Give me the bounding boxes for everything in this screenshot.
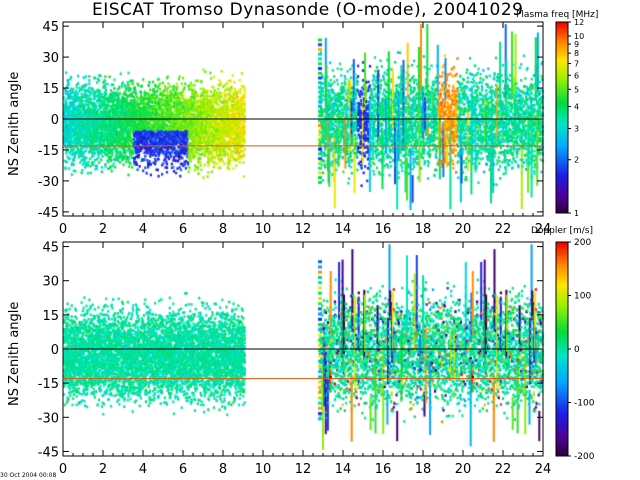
- x-tick-label: 22: [495, 222, 512, 237]
- y-tick-label: 15: [42, 309, 59, 324]
- x-tick-label: 12: [295, 462, 312, 477]
- y-tick-label: 0: [51, 113, 59, 128]
- colorbar-tick-label: 5: [574, 85, 579, 94]
- y-tick-label: -15: [38, 377, 59, 392]
- x-tick-label: 2: [99, 462, 107, 477]
- colorbar-tick-label: 1: [574, 209, 579, 218]
- y-tick-label: 30: [42, 51, 59, 66]
- x-tick-label: 20: [455, 222, 472, 237]
- colorbar-title-bottom: Doppler [m/s]: [531, 226, 593, 236]
- x-tick-label: 18: [415, 462, 432, 477]
- colorbar-tick-label: 12: [574, 18, 584, 27]
- colorbar-tick-label: 8: [574, 49, 579, 58]
- colorbar-tick-label: 2: [574, 156, 579, 165]
- y-tick-label: -30: [38, 411, 59, 426]
- x-tick-label: 16: [375, 222, 392, 237]
- x-tick-label: 8: [219, 222, 227, 237]
- x-tick-label: 6: [179, 462, 187, 477]
- x-tick-label: 16: [375, 462, 392, 477]
- colorbar-tick-label: 4: [574, 102, 579, 111]
- timestamp: 30 Oct 2004 00:08: [0, 472, 57, 479]
- colorbar-frame: [555, 241, 569, 457]
- y-tick-label: -30: [38, 175, 59, 190]
- y-tick-label: 15: [42, 82, 59, 97]
- colorbar-tick-label: -200: [574, 452, 595, 462]
- x-tick-label: 0: [59, 222, 67, 237]
- x-tick-label: 4: [139, 222, 147, 237]
- y-tick-label: 0: [51, 343, 59, 358]
- colorbar-tick-label: 0: [574, 345, 580, 355]
- x-tick-label: 2: [99, 222, 107, 237]
- x-tick-label: 0: [59, 462, 67, 477]
- colorbar-tick-label: 9: [574, 40, 579, 49]
- x-tick-label: 10: [255, 462, 272, 477]
- y-tick-label: 45: [42, 241, 59, 256]
- x-tick-label: 10: [255, 222, 272, 237]
- x-tick-label: 20: [455, 462, 472, 477]
- colorbar-tick-label: 200: [574, 238, 591, 248]
- colorbar-tick-label: -100: [574, 399, 595, 409]
- chart-title: EISCAT Tromso Dynasonde (O-mode), 200410…: [92, 0, 524, 20]
- x-tick-label: 24: [535, 222, 552, 237]
- y-tick-label: -15: [38, 144, 59, 159]
- colorbar-tick-label: 10: [574, 32, 584, 41]
- x-tick-label: 18: [415, 222, 432, 237]
- x-tick-label: 12: [295, 222, 312, 237]
- y-tick-label: -45: [38, 445, 59, 460]
- x-tick-label: 24: [535, 462, 552, 477]
- x-tick-label: 22: [495, 462, 512, 477]
- x-tick-label: 14: [335, 222, 352, 237]
- y-tick-label: 30: [42, 275, 59, 290]
- colorbar-tick-label: 6: [574, 71, 579, 80]
- x-tick-label: 14: [335, 462, 352, 477]
- x-tick-label: 8: [219, 462, 227, 477]
- y-tick-label: 45: [42, 20, 59, 35]
- x-tick-label: 4: [139, 462, 147, 477]
- colorbar-tick-label: 100: [574, 292, 591, 302]
- colorbar-title-top: Plasma freq [MHz]: [516, 10, 599, 20]
- colorbar-tick-label: 7: [574, 59, 579, 68]
- y-tick-label: -45: [38, 206, 59, 221]
- colorbar-frame: [555, 21, 569, 214]
- colorbar-tick-label: 3: [574, 125, 579, 134]
- x-tick-label: 6: [179, 222, 187, 237]
